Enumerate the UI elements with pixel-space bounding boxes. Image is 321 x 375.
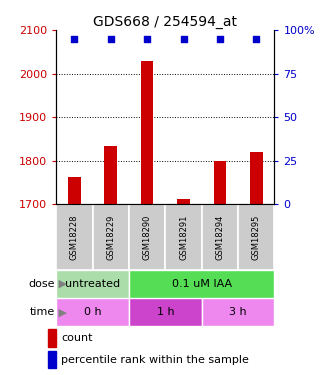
Bar xyxy=(177,199,190,204)
Text: dose: dose xyxy=(28,279,55,289)
Text: GSM18228: GSM18228 xyxy=(70,214,79,260)
Bar xyxy=(68,177,81,204)
Bar xyxy=(238,204,274,270)
Point xyxy=(181,36,186,42)
Text: time: time xyxy=(29,307,55,317)
Bar xyxy=(129,298,202,326)
Point xyxy=(144,36,150,42)
Bar xyxy=(202,298,274,326)
Bar xyxy=(213,161,226,204)
Bar xyxy=(56,298,129,326)
Text: count: count xyxy=(61,333,92,343)
Bar xyxy=(48,351,56,368)
Text: 1 h: 1 h xyxy=(157,307,174,317)
Text: 0.1 uM IAA: 0.1 uM IAA xyxy=(172,279,232,289)
Text: GSM18294: GSM18294 xyxy=(215,214,224,260)
Bar xyxy=(129,204,165,270)
Text: GSM18229: GSM18229 xyxy=(106,214,115,260)
Point xyxy=(254,36,259,42)
Bar xyxy=(92,204,129,270)
Point xyxy=(108,36,113,42)
Bar xyxy=(56,204,92,270)
Text: percentile rank within the sample: percentile rank within the sample xyxy=(61,354,249,364)
Bar xyxy=(202,204,238,270)
Bar xyxy=(129,270,274,298)
Bar xyxy=(141,62,153,204)
Title: GDS668 / 254594_at: GDS668 / 254594_at xyxy=(93,15,237,29)
Text: GSM18295: GSM18295 xyxy=(252,214,261,260)
Bar xyxy=(56,270,129,298)
Bar xyxy=(48,329,56,346)
Text: GSM18290: GSM18290 xyxy=(143,214,152,260)
Bar xyxy=(250,152,263,204)
Text: GSM18291: GSM18291 xyxy=(179,214,188,260)
Bar xyxy=(104,146,117,204)
Bar xyxy=(165,204,202,270)
Point xyxy=(72,36,77,42)
Text: 3 h: 3 h xyxy=(229,307,247,317)
Text: untreated: untreated xyxy=(65,279,120,289)
Point xyxy=(217,36,222,42)
Text: 0 h: 0 h xyxy=(84,307,101,317)
Text: ▶: ▶ xyxy=(55,279,67,289)
Text: ▶: ▶ xyxy=(55,307,67,317)
